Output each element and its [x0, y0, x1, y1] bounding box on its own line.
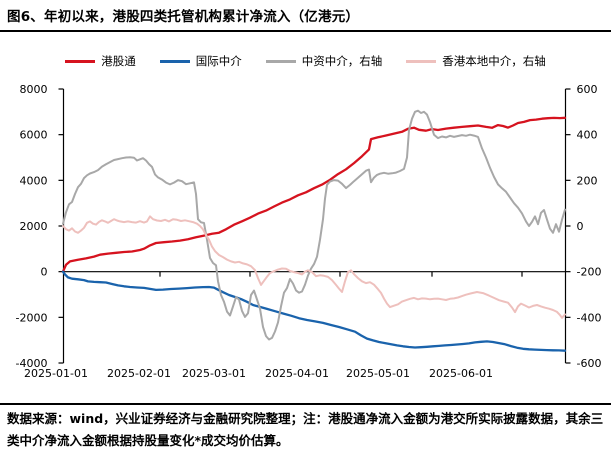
- left-axis-tick-label: 4000: [20, 174, 48, 187]
- x-axis-label: 2025-06-01: [429, 367, 493, 380]
- x-axis-label: 2025-03-01: [182, 367, 246, 380]
- left-axis-tick-label: -2000: [16, 311, 48, 324]
- legend-line-swatch: [406, 59, 437, 63]
- left-axis-tick-label: -4000: [16, 357, 48, 370]
- legend-item-southbound: 港股通: [65, 53, 136, 69]
- right-axis-tick-label: 400: [577, 129, 598, 142]
- left-axis-tick-label: 8000: [20, 83, 48, 96]
- left-axis-tick-label: 2000: [20, 220, 48, 233]
- legend-item-intl-broker: 国际中介: [159, 53, 242, 69]
- footer-divider: [0, 403, 611, 405]
- right-axis-tick-label: 0: [577, 220, 584, 233]
- legend-label: 中资中介，右轴: [301, 54, 383, 68]
- chart-legend: 港股通 国际中介 中资中介，右轴 香港本地中介，右轴: [0, 53, 611, 69]
- series-line-intl-broker: [61, 270, 567, 352]
- left-axis-tick-label: 0: [41, 266, 48, 279]
- x-axis-label: 2025-01-01: [24, 367, 88, 380]
- legend-label: 国际中介: [195, 54, 242, 68]
- x-axis-label: 2025-05-01: [346, 367, 410, 380]
- legend-line-swatch: [265, 59, 296, 63]
- series-line-cn-broker: [62, 109, 566, 341]
- x-axis-label: 2025-04-01: [265, 367, 329, 380]
- legend-item-cn-broker: 中资中介，右轴: [265, 53, 383, 69]
- right-axis-tick-label: -600: [577, 357, 602, 370]
- legend-label: 港股通: [101, 54, 136, 68]
- left-axis-tick-label: 6000: [20, 129, 48, 142]
- right-axis-tick-label: 600: [577, 83, 598, 96]
- right-axis-tick-label: -200: [577, 266, 602, 279]
- legend-line-swatch: [159, 59, 190, 63]
- series-line-southbound: [61, 116, 567, 273]
- source-note: 数据来源：wind，兴业证券经济与金融研究院整理；注：港股通净流入金额为港交所实…: [7, 411, 604, 448]
- right-axis-tick-label: -400: [577, 311, 602, 324]
- legend-line-swatch: [65, 59, 96, 63]
- series-line-hk-local-broker: [62, 215, 566, 319]
- right-axis-tick-label: 200: [577, 174, 598, 187]
- title-divider: [0, 30, 611, 32]
- figure-title: 图6、年初以来，港股四类托管机构累计净流入（亿港元）: [7, 9, 360, 25]
- x-axis-label: 2025-02-01: [107, 367, 171, 380]
- legend-label: 香港本地中介，右轴: [442, 54, 546, 68]
- legend-item-hk-local-broker: 香港本地中介，右轴: [406, 53, 546, 69]
